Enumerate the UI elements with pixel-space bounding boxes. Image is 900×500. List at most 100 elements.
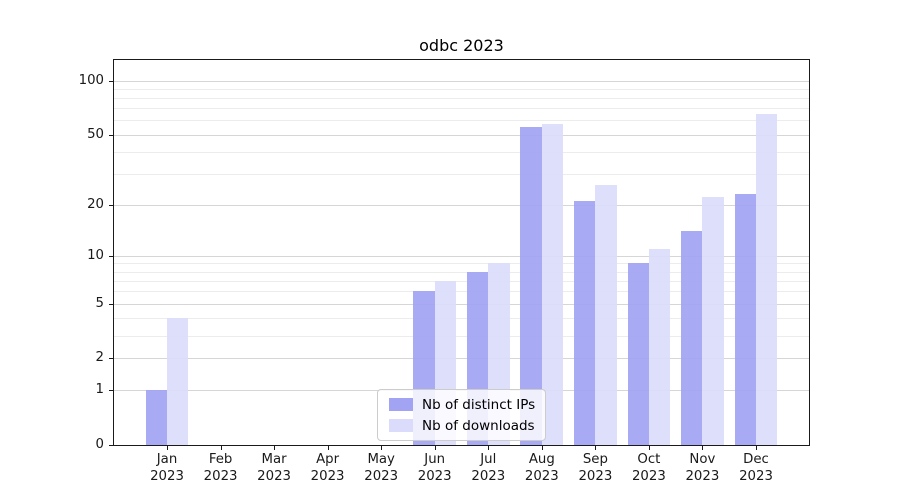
x-tick-year: 2023 xyxy=(150,468,184,484)
minor-gridline xyxy=(114,98,809,99)
y-tick-mark xyxy=(109,134,113,136)
minor-gridline xyxy=(114,108,809,110)
x-tick-label: Jan 2023 xyxy=(135,452,199,485)
minor-gridline xyxy=(114,271,809,273)
y-tick-mark xyxy=(109,255,113,257)
x-tick-month: Aug xyxy=(528,452,555,467)
x-tick-mark xyxy=(220,446,222,450)
bar-downloads-oct xyxy=(648,248,671,445)
x-tick-label: Nov 2023 xyxy=(670,452,734,485)
y-tick-mark xyxy=(109,204,113,206)
y-tick-mark xyxy=(109,358,113,360)
x-tick-label: Aug 2023 xyxy=(510,452,574,485)
x-tick-mark xyxy=(167,446,168,450)
x-tick-month: Jan xyxy=(156,452,178,467)
y-tick-label: 2 xyxy=(95,350,104,366)
minor-gridline xyxy=(114,263,809,265)
y-tick-mark xyxy=(109,390,113,392)
minor-gridline xyxy=(114,335,809,337)
x-tick-mark xyxy=(756,446,757,450)
x-tick-month: Apr xyxy=(316,452,340,467)
bar-downloads-nov xyxy=(702,197,724,445)
major-gridline xyxy=(114,358,809,360)
x-tick-label: Mar 2023 xyxy=(242,452,306,485)
bar-downloads-jan xyxy=(167,317,189,445)
chart-title: odbc 2023 xyxy=(419,36,504,55)
major-gridline xyxy=(114,134,809,136)
legend-swatch-distinct-ips xyxy=(389,398,413,411)
y-tick-label: 1 xyxy=(95,382,104,398)
x-tick-month: May xyxy=(367,452,395,467)
x-tick-month: Jul xyxy=(480,452,497,467)
x-tick-label: Jun 2023 xyxy=(403,452,467,485)
x-tick-year: 2023 xyxy=(257,468,292,484)
x-tick-year: 2023 xyxy=(417,468,452,484)
bar-distinct-ips-sep xyxy=(573,200,596,445)
bar-distinct-ips-oct xyxy=(627,263,649,445)
bar-downloads-sep xyxy=(595,184,617,445)
x-tick-mark xyxy=(327,446,329,450)
x-tick-mark xyxy=(648,446,650,450)
bar-downloads-dec xyxy=(756,114,778,445)
x-tick-month: Mar xyxy=(261,452,287,467)
plot-area xyxy=(113,59,810,446)
x-tick-month: Sep xyxy=(582,452,608,467)
y-tick-label: 0 xyxy=(95,437,104,452)
minor-gridline xyxy=(114,280,809,282)
x-tick-year: 2023 xyxy=(578,468,613,484)
x-tick-mark xyxy=(541,446,543,450)
x-tick-label: Dec 2023 xyxy=(724,452,788,485)
x-tick-year: 2023 xyxy=(631,468,666,484)
legend-item-downloads: Nb of downloads xyxy=(389,418,545,434)
y-tick-mark xyxy=(109,445,113,446)
legend: Nb of distinct IPs Nb of downloads xyxy=(377,389,546,441)
x-tick-mark xyxy=(274,446,276,450)
x-tick-year: 2023 xyxy=(203,468,238,484)
x-tick-month: Jun xyxy=(424,452,446,467)
minor-gridline xyxy=(114,173,809,175)
legend-item-distinct-ips: Nb of distinct IPs xyxy=(389,397,545,413)
major-gridline xyxy=(114,303,809,305)
x-tick-mark xyxy=(702,446,704,450)
bar-downloads-aug xyxy=(541,124,564,445)
x-tick-mark xyxy=(381,446,383,450)
x-tick-label: Oct 2023 xyxy=(617,452,681,485)
y-tick-mark xyxy=(109,303,113,305)
major-gridline xyxy=(114,80,809,82)
y-tick-label: 50 xyxy=(87,126,104,142)
x-tick-mark xyxy=(434,446,436,450)
x-tick-label: Jul 2023 xyxy=(456,452,520,485)
y-tick-label: 20 xyxy=(87,196,104,212)
legend-label-distinct-ips: Nb of distinct IPs xyxy=(422,396,536,413)
y-tick-label: 5 xyxy=(95,295,104,311)
y-tick-mark xyxy=(109,80,113,82)
legend-swatch-downloads xyxy=(389,419,413,432)
x-tick-year: 2023 xyxy=(310,468,345,484)
x-tick-month: Dec xyxy=(743,452,769,467)
major-gridline xyxy=(114,255,809,257)
x-tick-year: 2023 xyxy=(739,468,773,484)
x-tick-label: May 2023 xyxy=(349,452,413,485)
minor-gridline xyxy=(114,317,809,319)
x-tick-label: Sep 2023 xyxy=(563,452,627,485)
bar-distinct-ips-dec xyxy=(734,194,756,445)
x-tick-mark xyxy=(488,446,490,450)
x-tick-label: Feb 2023 xyxy=(189,452,253,485)
x-tick-month: Nov xyxy=(689,452,716,467)
x-tick-year: 2023 xyxy=(364,468,399,484)
y-tick-label: 100 xyxy=(78,72,104,88)
x-tick-mark xyxy=(595,446,597,450)
x-tick-year: 2023 xyxy=(524,468,559,484)
x-tick-month: Feb xyxy=(208,452,233,467)
x-tick-label: Apr 2023 xyxy=(296,452,360,485)
bar-distinct-ips-jan xyxy=(145,390,167,445)
minor-gridline xyxy=(114,120,809,122)
minor-gridline xyxy=(114,291,809,293)
bar-distinct-ips-aug xyxy=(520,127,542,445)
x-tick-year: 2023 xyxy=(685,468,720,484)
minor-gridline xyxy=(114,88,809,90)
y-tick-label: 10 xyxy=(87,247,104,263)
x-tick-month: Oct xyxy=(637,452,661,467)
x-tick-year: 2023 xyxy=(471,468,506,484)
